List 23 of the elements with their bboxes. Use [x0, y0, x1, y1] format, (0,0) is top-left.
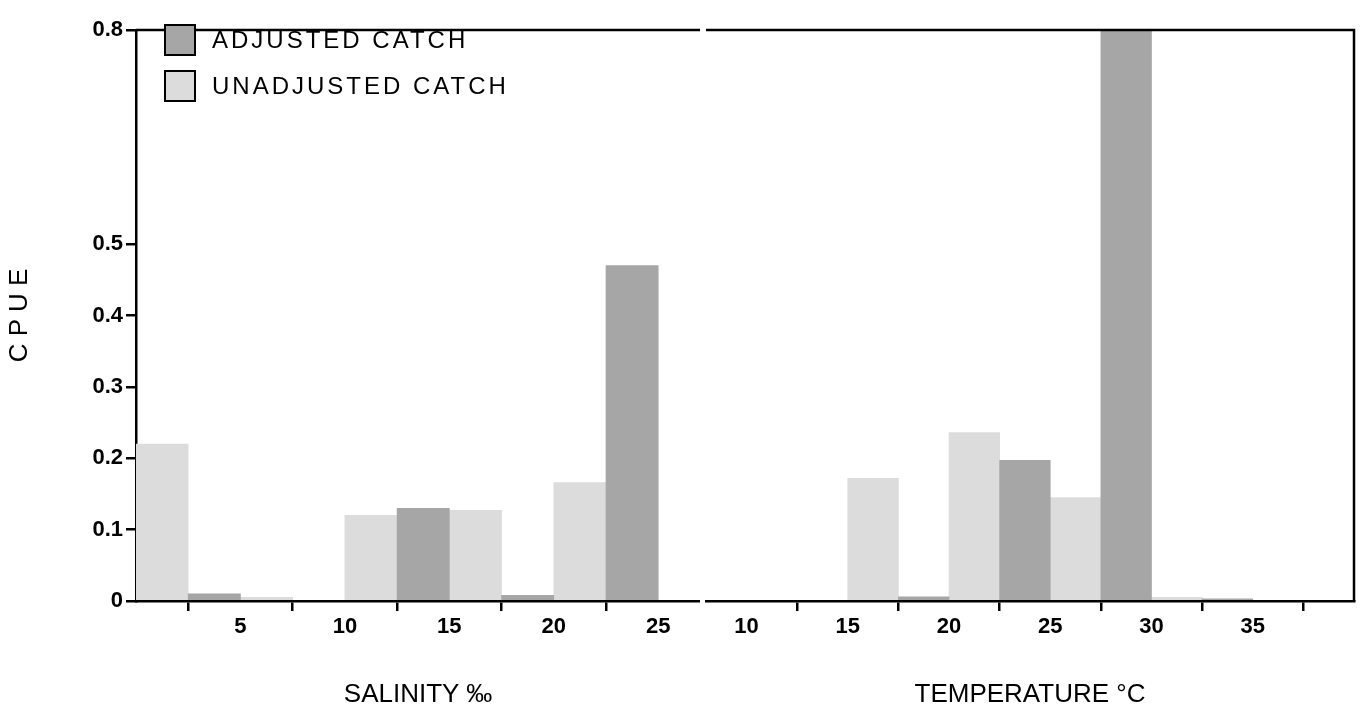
x-tick-label: 15: [835, 613, 860, 639]
x-tick-label: 30: [1139, 613, 1164, 639]
y-tick-label: 0.1: [92, 515, 123, 541]
x-tick-label: 20: [936, 613, 962, 639]
y-tick-label: 0.8: [92, 16, 123, 42]
y-tick-label: 0: [110, 587, 123, 613]
y-axis-title: C P U E: [2, 268, 33, 363]
x-tick-label: 15: [437, 613, 462, 639]
legend-label: UNADJUSTED CATCH: [212, 72, 509, 100]
x-tick-label: 35: [1240, 613, 1265, 639]
x-tick-label: 10: [734, 613, 759, 639]
y-tick-label: 0.3: [92, 372, 123, 398]
y-tick-label: 0.2: [92, 444, 123, 470]
x-tick-label: 10: [332, 613, 358, 639]
x-tick-label: 5: [234, 613, 247, 639]
x-tick-label: 25: [645, 613, 671, 639]
y-tick-label: 0.5: [92, 230, 123, 256]
x-tick-label: 20: [541, 613, 567, 639]
x-axis-title: SALINITY ‰: [343, 677, 493, 708]
y-tick-label: 0.4: [92, 301, 124, 327]
x-tick-label: 25: [1038, 613, 1063, 639]
x-axis-title: TEMPERATURE °C: [914, 677, 1146, 708]
legend-label: ADJUSTED CATCH: [212, 26, 469, 54]
